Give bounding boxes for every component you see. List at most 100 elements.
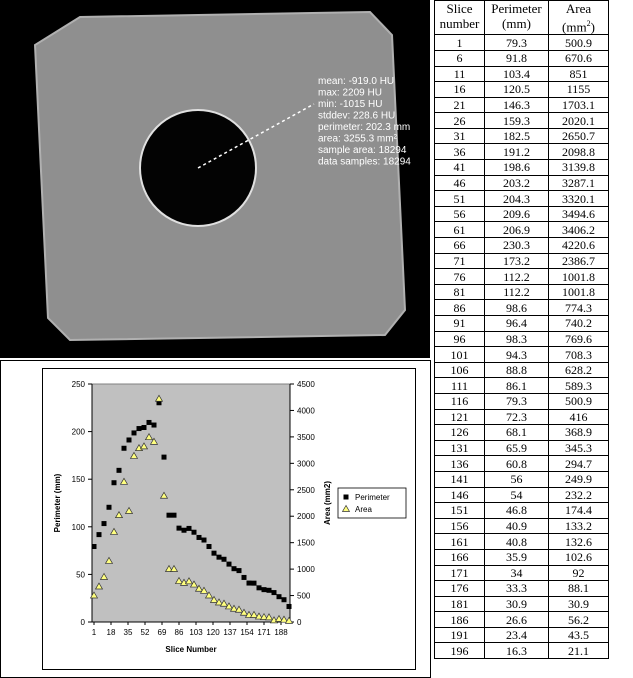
table-cell: 101 [435, 347, 485, 363]
table-cell: 34 [485, 565, 549, 581]
y-tick-label: 100 [72, 523, 86, 532]
point [167, 513, 172, 518]
point [112, 480, 117, 485]
table-cell: 589.3 [549, 378, 609, 394]
y-tick-label: 250 [72, 380, 86, 389]
table-cell: 670.6 [549, 50, 609, 66]
table-cell: 11 [435, 66, 485, 82]
table-cell: 146.3 [485, 97, 549, 113]
table-row: 16140.8132.6 [435, 534, 609, 550]
table-cell: 136 [435, 456, 485, 472]
x-tick-label: 137 [223, 628, 237, 637]
table-cell: 171 [435, 565, 485, 581]
table-cell: 2386.7 [549, 253, 609, 269]
table-cell: 2098.8 [549, 144, 609, 160]
overlay-line: data samples: 18294 [318, 157, 411, 168]
table-cell: 3287.1 [549, 175, 609, 191]
x-tick-label: 52 [141, 628, 150, 637]
table-cell: 96 [435, 331, 485, 347]
table-cell: 851 [549, 66, 609, 82]
table-cell: 294.7 [549, 456, 609, 472]
point [252, 581, 257, 586]
y2-tick-label: 2000 [297, 512, 315, 521]
table-cell: 51 [435, 191, 485, 207]
point [142, 425, 147, 430]
table-row: 10194.3708.3 [435, 347, 609, 363]
table-cell: 102.6 [549, 549, 609, 565]
point [187, 526, 192, 531]
point [92, 544, 97, 549]
point [122, 446, 127, 451]
table-row: 15146.8174.4 [435, 503, 609, 519]
header-row: SlicenumberPerimeter(mm)Area(mm2) [435, 1, 609, 35]
table-cell: 120.5 [485, 82, 549, 98]
table-row: 179.3500.9 [435, 35, 609, 51]
y2-tick-label: 1500 [297, 539, 315, 548]
point [222, 557, 227, 562]
table-cell: 103.4 [485, 66, 549, 82]
table-row: 19616.321.1 [435, 643, 609, 659]
table-cell: 35.9 [485, 549, 549, 565]
table-cell: 3406.2 [549, 222, 609, 238]
table-cell: 6 [435, 50, 485, 66]
header-text: Perimeter [491, 1, 542, 16]
overlay-line: min: -1015 HU [318, 99, 382, 110]
table-cell: 1001.8 [549, 269, 609, 285]
y2-tick-label: 0 [297, 618, 302, 627]
x-tick-label: 35 [124, 628, 133, 637]
point [277, 594, 282, 599]
point [247, 581, 252, 586]
table-cell: 209.6 [485, 206, 549, 222]
point [227, 562, 232, 567]
table-cell: 98.6 [485, 300, 549, 316]
table-cell: 94.3 [485, 347, 549, 363]
table-row: 1713492 [435, 565, 609, 581]
header-text: number [440, 16, 480, 31]
x-tick-label: 171 [257, 628, 271, 637]
y2-tick-label: 500 [297, 592, 311, 601]
table-cell: 3320.1 [549, 191, 609, 207]
table-cell: 182.5 [485, 128, 549, 144]
y-tick-label: 150 [72, 475, 86, 484]
table-row: 9698.3769.6 [435, 331, 609, 347]
table-cell: 71 [435, 253, 485, 269]
table-row: 13165.9345.3 [435, 440, 609, 456]
table-cell: 204.3 [485, 191, 549, 207]
table-cell: 146 [435, 487, 485, 503]
point [262, 587, 267, 592]
table-cell: 206.9 [485, 222, 549, 238]
point [202, 538, 207, 543]
table-row: 81112.21001.8 [435, 284, 609, 300]
table-cell: 33.3 [485, 581, 549, 597]
table-cell: 161 [435, 534, 485, 550]
point [137, 426, 142, 431]
overlay-line: max: 2209 HU [318, 88, 382, 99]
y2-tick-label: 1000 [297, 565, 315, 574]
y-tick-label: 0 [81, 618, 86, 627]
table-cell: 708.3 [549, 347, 609, 363]
y-tick-label: 200 [72, 428, 86, 437]
header-text: ) [591, 19, 595, 34]
table-cell: 116 [435, 393, 485, 409]
page: mean: -919.0 HUmax: 2209 HUmin: -1015 HU… [0, 0, 633, 678]
overlay-line: sample area: 18294 [318, 145, 407, 156]
y2-tick-label: 4000 [297, 406, 315, 415]
table-cell: 23.4 [485, 627, 549, 643]
header-text: (mm [562, 19, 587, 34]
table-cell: 176 [435, 581, 485, 597]
table-row: 18626.656.2 [435, 612, 609, 628]
table-row: 76112.21001.8 [435, 269, 609, 285]
table-row: 12172.3416 [435, 409, 609, 425]
y2-axis-label: Area (mm2) [323, 481, 332, 525]
table-cell: 96.4 [485, 316, 549, 332]
table-cell: 1001.8 [549, 284, 609, 300]
x-axis-label: Slice Number [165, 645, 216, 654]
table-cell: 1703.1 [549, 97, 609, 113]
point [242, 575, 247, 580]
point [197, 535, 202, 540]
